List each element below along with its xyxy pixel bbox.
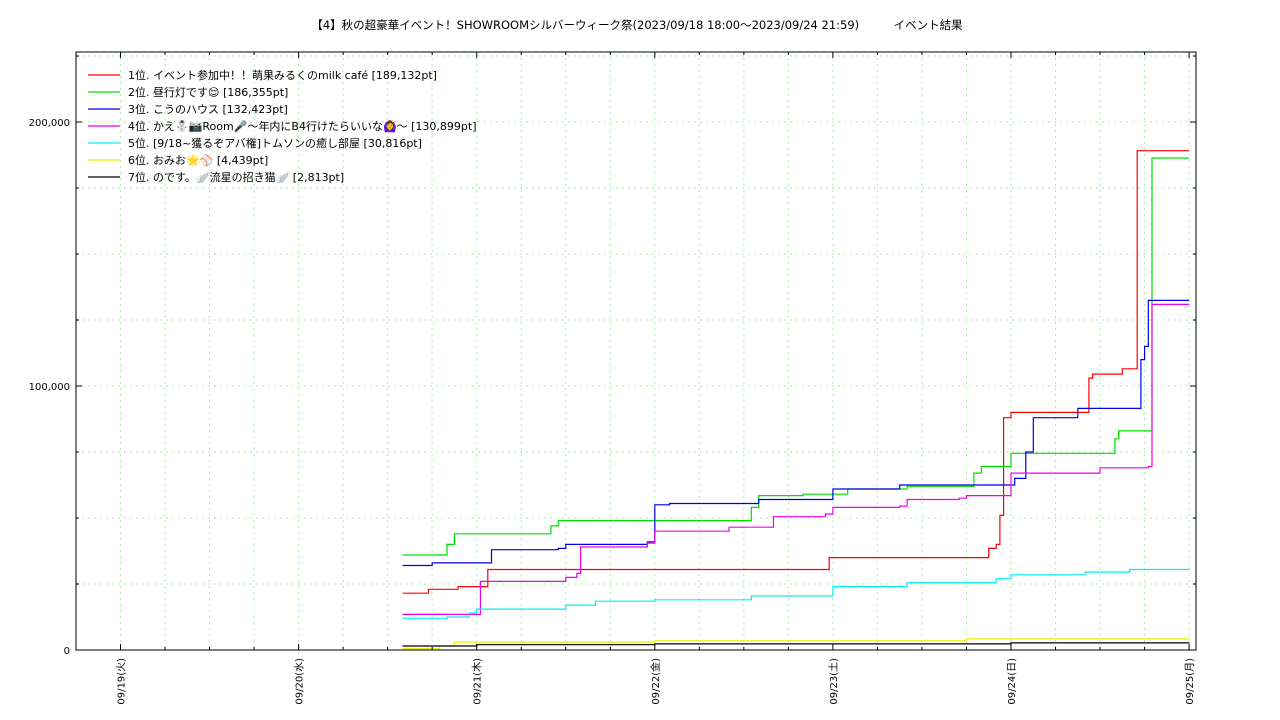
- legend-label: 1位. イベント参加中！！萌果みるくのmilk café [189,132pt]: [128, 68, 437, 82]
- legend-label: 7位. のです。🪽流星の招き猫🪽 [2,813pt]: [128, 170, 344, 184]
- chart-title: 【4】秋の超豪華イベント！SHOWROOMシルバーウィーク祭(2023/09/1…: [311, 18, 963, 32]
- x-tick-label: 09/24(日): [1007, 658, 1018, 705]
- series-line: [402, 157, 1190, 556]
- series-line: [402, 150, 1190, 594]
- legend-label: 4位. かえ⛄📷Room🎤〜年内にB4行けたらいいな🙆‍♀️〜 [130,899…: [128, 119, 477, 133]
- plot-frame: [75, 51, 1197, 651]
- grid: [76, 52, 1196, 651]
- series-line: [402, 568, 1190, 619]
- legend-label: 3位. こうのハウス [132,423pt]: [128, 102, 288, 116]
- series-line: [402, 299, 1190, 567]
- x-tick-label: 09/20(水): [294, 658, 306, 705]
- x-tick-label: 09/23(土): [827, 658, 840, 705]
- y-tick-label: 0: [64, 646, 70, 657]
- y-tick-label: 100,000: [29, 382, 70, 393]
- y-tick-label: 200,000: [29, 118, 70, 129]
- series-line: [402, 303, 1190, 615]
- legend-label: 6位. おみお🌟⚾ [4,439pt]: [128, 153, 268, 167]
- series-line: [402, 638, 1190, 650]
- legend-label: 2位. 昼行灯です😌 [186,355pt]: [128, 85, 288, 99]
- x-tick-label: 09/19(火): [116, 658, 128, 705]
- x-tick-label: 09/25(月): [1184, 658, 1196, 705]
- axes: 0 100,000 200,000 09/19(火) 09/20(水) 09/21(木) 0…: [29, 52, 1196, 705]
- legend-label: 5位. [9/18~獲るぞアバ権]トムソンの癒し部屋 [30,816pt]: [128, 136, 422, 150]
- series-line: [402, 642, 1190, 647]
- x-tick-label: 09/22(金): [649, 658, 662, 705]
- legend: 1位. イベント参加中！！萌果みるくのmilk café [189,132pt]…: [88, 68, 477, 184]
- x-tick-label: 09/21(木): [472, 658, 484, 705]
- series-lines: [402, 150, 1190, 650]
